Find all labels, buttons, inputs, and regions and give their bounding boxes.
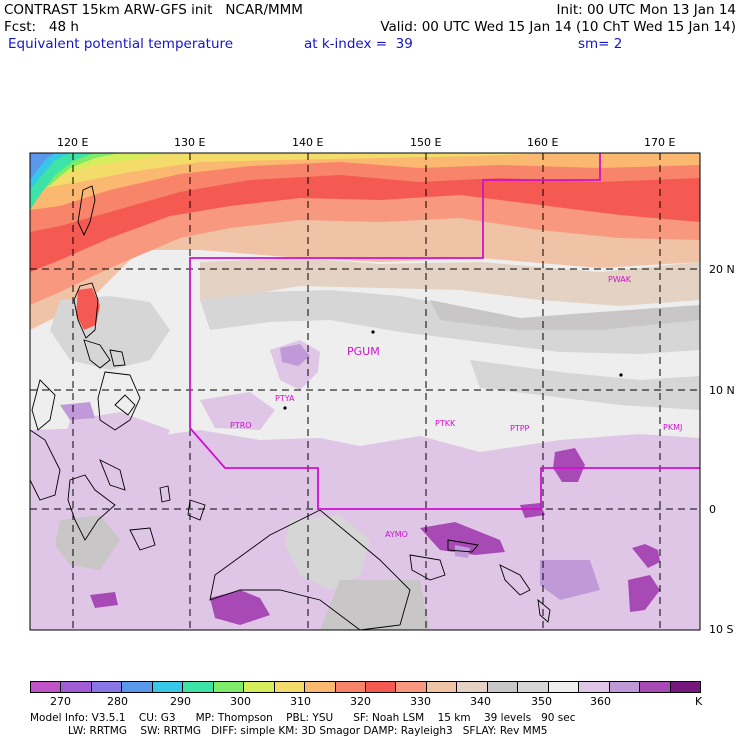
colorbar-swatch [547, 681, 580, 693]
colorbar-swatch [608, 681, 641, 693]
lon-label-140e: 140 E [292, 136, 324, 149]
taiwan-coast [77, 185, 96, 237]
mindoro-coast [83, 339, 111, 369]
colorbar-swatch [669, 681, 701, 693]
station-label-ptkk: PTKK [435, 419, 456, 428]
colorbar-label: 360 [590, 695, 611, 708]
colorbar-swatch [121, 681, 153, 693]
lat-label-10s: 10 S [709, 623, 734, 636]
station-labels: PWAK PGUM PTYA PTRO PTKK PTPP PKMJ AYMO [230, 275, 682, 539]
station-markers [283, 330, 623, 410]
colorbar-swatch [243, 681, 275, 693]
header-init-time: Init: 00 UTC Mon 13 Jan 14 [556, 2, 736, 18]
graticule [30, 153, 700, 630]
model-info-line1: Model Info: V3.5.1 CU: G3 MP: Thompson P… [30, 712, 576, 724]
colorbar-swatch [151, 681, 184, 693]
colorbar-label: 330 [410, 695, 431, 708]
station-label-pgum: PGUM [347, 345, 380, 358]
colorbar-swatch [182, 681, 214, 693]
lon-label-130e: 130 E [174, 136, 206, 149]
colorbar-swatch [639, 681, 671, 693]
solomon-coast [499, 564, 531, 596]
header-level: at k-index = 39 [304, 36, 413, 52]
station-label-ptpp: PTPP [510, 424, 530, 433]
colorbar-swatch [334, 681, 366, 693]
lat-label-0: 0 [709, 503, 716, 516]
station-label-aymo: AYMO [385, 530, 408, 539]
colorbar-label: 300 [230, 695, 251, 708]
fir-boundary-line [189, 153, 700, 510]
colorbar-label: K [695, 695, 703, 708]
map-frame [29, 152, 701, 631]
lat-label-10n: 10 N [709, 384, 735, 397]
colorbar-swatch [365, 681, 397, 693]
colorbar-swatch [273, 681, 306, 693]
colorbar-swatch [456, 681, 488, 693]
colorbar-label: 320 [350, 695, 371, 708]
colorbar-label: 290 [170, 695, 191, 708]
colorbar-swatch [212, 681, 245, 693]
colorbar-swatch [578, 681, 610, 693]
colorbar-label: 350 [531, 695, 552, 708]
colorbar-swatch [30, 681, 62, 693]
colorbar-swatch [90, 681, 123, 693]
lon-label-120e: 120 E [57, 136, 89, 149]
lon-label-170e: 170 E [644, 136, 676, 149]
lon-label-160e: 160 E [527, 136, 559, 149]
borneo-coast [31, 379, 56, 431]
header-forecast-hour: Fcst: 48 h [4, 19, 79, 35]
header-smoothing: sm= 2 [578, 36, 623, 52]
new-britain-coast [409, 554, 446, 581]
field-shading [30, 153, 700, 630]
colorbar-swatch [517, 681, 549, 693]
colorbar-swatch [395, 681, 427, 693]
lat-label-20n: 20 N [709, 263, 735, 276]
colorbar-swatch [60, 681, 92, 693]
header-valid-time: Valid: 00 UTC Wed 15 Jan 14 (10 ChT Wed … [380, 19, 736, 35]
coastlines [30, 185, 551, 630]
header-model-title: CONTRAST 15km ARW-GFS init NCAR/MMM [4, 2, 303, 18]
lon-label-150e: 150 E [410, 136, 442, 149]
station-label-pwak: PWAK [608, 275, 632, 284]
luzon-coast [73, 282, 99, 339]
colorbar-label: 270 [50, 695, 71, 708]
station-label-pkmj: PKMJ [663, 423, 682, 432]
new-guinea-coast [209, 509, 411, 630]
colorbar-label: 340 [470, 695, 491, 708]
colorbar-swatch [304, 681, 336, 693]
colorbar-swatch [486, 681, 519, 693]
station-label-ptya: PTYA [275, 394, 295, 403]
colorbar-swatch [425, 681, 458, 693]
mindanao-coast [97, 371, 141, 431]
colorbar-label: 310 [290, 695, 311, 708]
sulawesi-coast [67, 474, 116, 541]
model-info-line2: LW: RRTMG SW: RRTMG DIFF: simple KM: 3D … [68, 725, 548, 737]
station-label-ptro: PTRO [230, 421, 252, 430]
colorbar-label: 280 [107, 695, 128, 708]
header-field-name: Equivalent potential temperature [8, 36, 234, 52]
